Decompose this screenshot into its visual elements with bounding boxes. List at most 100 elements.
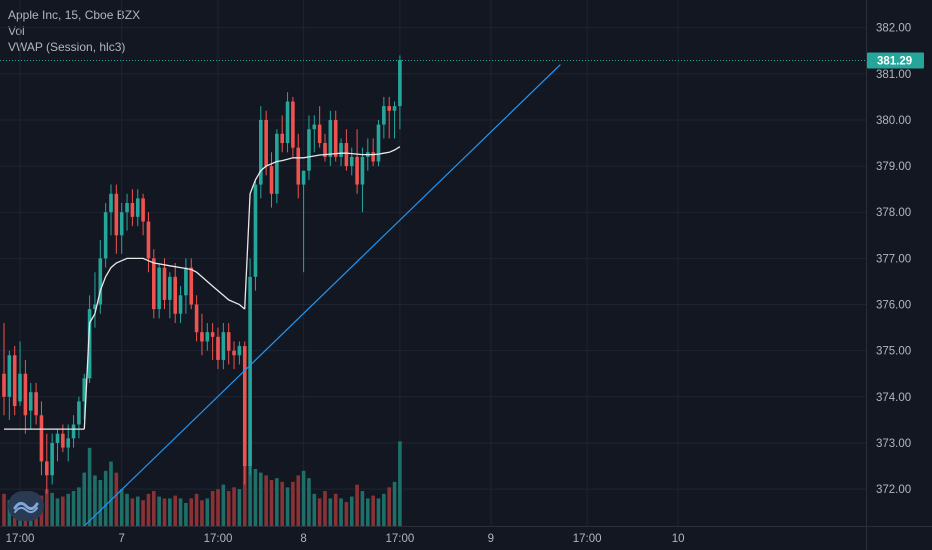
volume-bar	[216, 489, 220, 526]
volume-bar	[173, 495, 177, 526]
y-axis-tick-label: 374.00	[876, 392, 911, 404]
volume-bar	[119, 489, 124, 526]
candle-body	[152, 258, 156, 310]
volume-bar	[371, 495, 375, 526]
candle-body	[173, 276, 177, 314]
volume-bar	[77, 487, 81, 526]
volume-bar	[248, 438, 252, 526]
volume-bar	[349, 496, 354, 526]
tradingview-logo-icon[interactable]	[8, 491, 44, 521]
volume-bar	[237, 489, 242, 526]
y-axis-tick-label: 380.00	[876, 115, 911, 127]
volume-bar	[232, 487, 236, 526]
candle-body	[301, 170, 306, 185]
candle-body	[130, 203, 135, 217]
volume-bar	[253, 468, 258, 526]
candle-body	[12, 355, 17, 407]
candle-body	[39, 415, 44, 462]
volume-bar	[269, 480, 274, 526]
vwap-line	[244, 146, 401, 310]
candle-body	[333, 119, 338, 157]
volume-bar	[275, 478, 279, 526]
volume-bar	[109, 461, 113, 526]
candle-body	[317, 124, 322, 144]
volume-bar	[157, 496, 161, 526]
volume-bar	[387, 487, 391, 526]
volume-bar	[135, 496, 140, 526]
volume-bar	[168, 498, 172, 526]
candle-body	[360, 156, 365, 185]
candle-body	[87, 309, 92, 379]
volume-bar	[55, 498, 60, 526]
vwap-indicator-label[interactable]: VWAP (Session, hlc3)	[8, 40, 126, 54]
candle-body	[45, 461, 49, 476]
candle-body	[200, 332, 204, 342]
last-price-label: 381.29	[877, 55, 912, 67]
x-axis-tick-label: 7	[118, 533, 124, 545]
candle-body	[376, 124, 381, 162]
candle-body	[178, 295, 183, 314]
candle-body	[285, 101, 290, 144]
volume-bar	[344, 502, 349, 526]
volume-bar	[162, 498, 167, 526]
candle-body	[141, 198, 145, 222]
candle-body	[23, 373, 28, 416]
y-axis-tick-label: 378.00	[876, 207, 911, 219]
candle-body	[398, 59, 402, 107]
candle-body	[109, 193, 113, 213]
candle-body	[210, 332, 215, 337]
volume-bar	[312, 493, 317, 526]
volume-bar	[360, 491, 365, 526]
volume-bar	[50, 492, 54, 526]
candle-body	[157, 267, 161, 310]
candle-body	[34, 392, 38, 416]
volume-bar	[301, 470, 306, 526]
candle-body	[344, 143, 349, 167]
x-axis-tick-label: 17:00	[204, 533, 233, 545]
candle-body	[323, 143, 327, 157]
volume-bar	[226, 491, 231, 526]
volume-bar	[2, 493, 6, 526]
y-axis-tick-label: 381.00	[876, 69, 911, 81]
volume-bar	[264, 475, 268, 526]
x-axis-tick-label: 9	[488, 533, 494, 545]
x-axis-tick-label: 17:00	[386, 533, 415, 545]
chart-legend: Apple Inc, 15, Cboe BZX Vol VWAP (Sessio…	[8, 7, 140, 55]
candle-body	[296, 147, 301, 185]
candle-body	[98, 258, 103, 305]
candle-body	[387, 106, 391, 111]
candle-body	[189, 267, 194, 305]
candle-body	[71, 424, 76, 439]
volume-bar	[200, 500, 204, 526]
volume-bar	[141, 500, 145, 526]
y-axis-tick-label: 372.00	[876, 484, 911, 496]
candle-body	[61, 433, 65, 448]
candle-body	[66, 438, 70, 448]
candle-body	[28, 392, 33, 411]
volume-bar	[98, 480, 103, 526]
candle-body	[93, 304, 97, 310]
candle-body	[205, 332, 210, 342]
volume-bar	[280, 481, 284, 526]
volume-bar	[194, 493, 199, 526]
candle-body	[280, 133, 284, 144]
candle-body	[226, 332, 231, 351]
candle-body	[216, 336, 220, 360]
candle-body	[125, 203, 129, 213]
y-axis-tick-label: 379.00	[876, 161, 911, 173]
candle-body	[114, 193, 119, 236]
x-axis-tick-label: 17:00	[573, 533, 602, 545]
candle-body	[237, 346, 242, 356]
candle-body	[291, 101, 295, 148]
candle-body	[253, 184, 258, 277]
symbol-title[interactable]: Apple Inc, 15, Cboe BZX	[8, 8, 141, 22]
volume-bar	[259, 472, 263, 526]
volume-bar	[114, 472, 119, 526]
candle-body	[135, 198, 140, 217]
y-axis-tick-label: 377.00	[876, 253, 911, 265]
volume-bar	[376, 498, 381, 526]
volume-bar	[382, 493, 386, 526]
candle-body	[355, 156, 359, 185]
candle-body	[328, 119, 333, 157]
